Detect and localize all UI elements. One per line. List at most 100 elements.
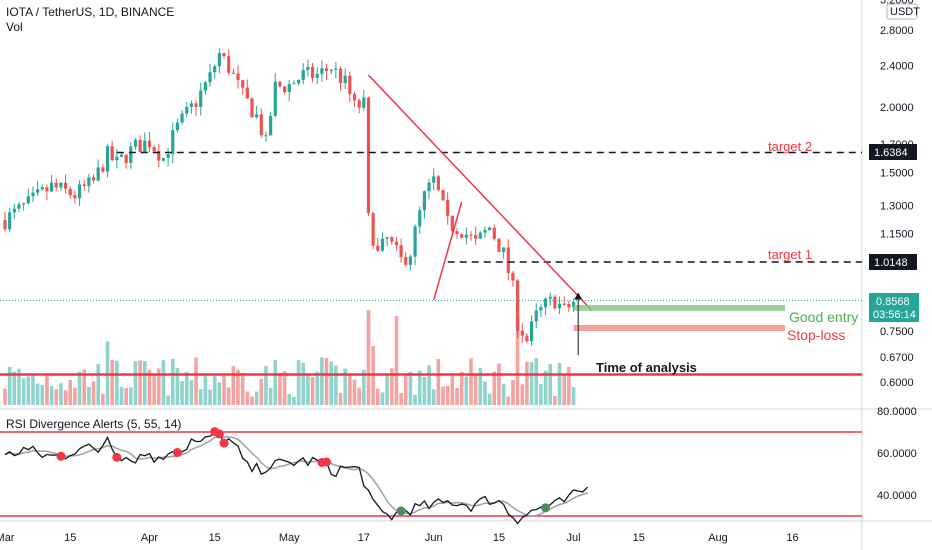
volume-bar: [184, 372, 189, 405]
volume-bar: [54, 389, 59, 405]
candle-body: [110, 146, 114, 161]
candle-body: [227, 56, 231, 73]
candle-body: [348, 75, 352, 95]
volume-bar: [441, 386, 445, 405]
rsi-line: [4, 430, 588, 525]
volume-bar: [101, 393, 105, 405]
volume-bar: [3, 388, 7, 405]
candle-body: [73, 195, 77, 199]
volume-bar: [450, 374, 455, 405]
candle-body: [460, 234, 464, 238]
target1-price-text: 1.0148: [874, 257, 908, 269]
volume-bar: [96, 364, 100, 405]
volume-bar: [539, 384, 543, 405]
candle-body: [441, 189, 445, 201]
candle-body: [534, 310, 538, 322]
time-tick-label: 17: [358, 532, 370, 544]
volume-bar: [506, 396, 511, 405]
volume-bar: [469, 358, 473, 405]
candle-body: [352, 94, 357, 101]
candle-body: [483, 230, 487, 233]
candle-body: [464, 234, 468, 238]
candle-body: [138, 139, 142, 153]
volume-bar: [562, 374, 566, 405]
volume-bar: [362, 369, 366, 405]
volume-bar: [110, 360, 114, 405]
volume-bar: [152, 374, 156, 405]
candle-body: [22, 203, 26, 205]
candle-body: [259, 114, 263, 136]
target1-label: target 1: [768, 247, 812, 262]
volume-bar: [138, 360, 142, 405]
volume-bar: [301, 362, 306, 405]
volume-bar: [557, 362, 562, 405]
candle-body: [390, 237, 394, 242]
volume-bar: [366, 310, 371, 405]
candle-body: [488, 227, 492, 231]
volume-bar: [352, 379, 357, 405]
volume-bar: [105, 341, 110, 405]
volume-bar: [147, 369, 152, 405]
candle-body: [255, 114, 259, 118]
candle-body: [469, 234, 473, 236]
volume-bar: [431, 389, 436, 405]
volume-bar: [287, 393, 292, 405]
volume-bar: [180, 380, 184, 405]
volume-bar: [525, 361, 529, 405]
candle-body: [250, 98, 254, 118]
volume-bar: [189, 380, 194, 405]
time-tick-label: 15: [64, 532, 76, 544]
bullish-divergence-marker: [396, 506, 406, 516]
price-tick-label: 3.2000: [880, 0, 914, 7]
volume-bar: [166, 395, 170, 405]
candle-body: [478, 232, 482, 239]
time-tick-label: Mar: [0, 532, 15, 544]
bearish-divergence-marker: [172, 448, 182, 458]
price-tick-label: 2.8000: [880, 25, 914, 37]
volume-bars: [3, 310, 576, 405]
candle-body: [529, 321, 534, 342]
volume-bar: [464, 376, 469, 405]
bearish-divergence-marker: [322, 457, 332, 467]
time-tick-label: May: [279, 532, 300, 544]
price-tick-label: 0.7500: [880, 326, 914, 338]
current-price-text: 0.8568: [876, 296, 910, 308]
candle-body: [105, 146, 110, 172]
candle-body: [497, 238, 501, 252]
volume-bar: [385, 373, 389, 405]
candle-body: [77, 184, 82, 199]
volume-bar: [417, 370, 422, 405]
volume-bar: [459, 371, 464, 405]
candle-body: [455, 231, 459, 235]
candle-body: [306, 66, 310, 71]
candle-body: [129, 146, 133, 164]
candle-body: [45, 187, 49, 192]
volume-bar: [427, 365, 431, 405]
candle-body: [36, 189, 40, 193]
volume-bar: [445, 385, 450, 405]
volume-bar: [254, 391, 259, 405]
volume-bar: [208, 389, 212, 405]
candle-body: [59, 182, 63, 188]
volume-bar: [170, 358, 175, 405]
candle-body: [96, 167, 100, 181]
candle-body: [264, 135, 268, 137]
candle-body: [236, 73, 240, 81]
candle-body: [399, 245, 403, 258]
volume-bar: [315, 371, 320, 405]
target2-label: target 2: [768, 139, 812, 154]
level-lines: [0, 74, 862, 376]
volume-bar: [21, 378, 26, 405]
candle-body: [334, 68, 338, 70]
candle-body: [562, 303, 566, 305]
volume-bar: [203, 374, 208, 405]
candle-body: [147, 140, 152, 148]
candle-body: [231, 72, 235, 74]
candle-body: [31, 192, 35, 197]
price-tick-label: 1.5000: [880, 168, 914, 180]
currency-badge[interactable]: [886, 3, 918, 20]
candle-body: [502, 247, 506, 252]
volume-bar: [324, 357, 329, 405]
